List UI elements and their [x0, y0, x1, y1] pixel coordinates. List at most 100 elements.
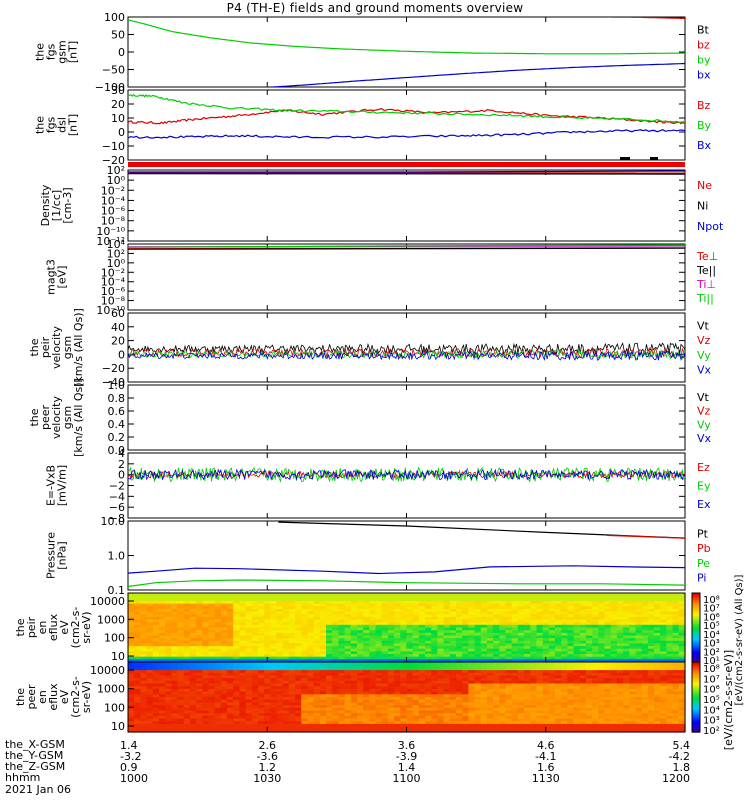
spectrogram-cell — [480, 643, 488, 647]
spectrogram-cell — [567, 622, 575, 626]
spectrogram-cell — [363, 630, 370, 634]
spectrogram-cell — [357, 611, 364, 615]
spectrogram-cell — [517, 611, 525, 615]
spectrogram-cell — [524, 646, 531, 650]
spectrogram-cell — [412, 683, 420, 687]
spectrogram-cell — [604, 670, 612, 674]
spectrogram-cell — [332, 654, 339, 658]
spectrogram-cell — [412, 651, 420, 655]
spectrogram-cell — [586, 622, 593, 626]
spectrogram-cell — [462, 729, 469, 733]
spectrogram-cell — [375, 643, 383, 647]
spectrogram-cell — [375, 697, 383, 701]
ytick-label-peir-velocity: 0 — [118, 348, 125, 361]
spectrogram-cell — [418, 598, 426, 602]
spectrogram-cell — [357, 638, 364, 642]
spectrogram-cell — [530, 707, 538, 712]
spectrogram-cell — [561, 697, 568, 701]
spectrogram-cell — [152, 619, 160, 623]
spectrogram-cell — [623, 603, 630, 607]
spectrogram-cell — [245, 662, 253, 666]
spectrogram-cell — [202, 659, 210, 663]
spectrogram-cell — [443, 688, 451, 693]
spectrogram-cell — [573, 627, 581, 631]
spectrogram-cell — [536, 694, 544, 698]
spectrogram-cell — [214, 662, 222, 666]
spectrogram-cell — [387, 670, 395, 674]
spectrogram-cell — [332, 675, 339, 679]
spectrogram-cell — [326, 606, 333, 610]
spectrogram-cell — [183, 678, 191, 682]
spectrogram-cell — [344, 638, 352, 642]
spectrogram-cell — [456, 694, 463, 698]
spectrogram-cell — [313, 713, 321, 717]
spectrogram-cell — [592, 662, 599, 666]
spectrogram-cell — [573, 662, 581, 666]
spectrogram-cell — [555, 707, 562, 712]
spectrogram-cell — [332, 672, 339, 677]
ylabel-peer-velocity: velocity — [50, 396, 63, 439]
spectrogram-cell — [214, 640, 222, 645]
spectrogram-cell — [462, 705, 469, 709]
spectrogram-cell — [431, 699, 439, 703]
spectrogram-cell — [326, 654, 333, 658]
spectrogram-cell — [412, 699, 420, 703]
spectrogram-cell — [208, 710, 216, 714]
spectrogram-cell — [511, 694, 519, 698]
spectrogram-cell — [530, 622, 538, 626]
spectrogram-cell — [672, 643, 680, 647]
colorbar-cell — [692, 620, 700, 623]
spectrogram-cell — [350, 705, 358, 709]
spectrogram-cell — [579, 619, 587, 623]
spectrogram-cell — [635, 667, 643, 671]
spectrogram-cell — [171, 705, 179, 709]
spectrogram-cell — [202, 654, 210, 658]
spectrogram-cell — [270, 662, 278, 666]
spectrogram-cell — [338, 619, 346, 623]
spectrogram-cell — [604, 662, 612, 666]
spectrogram-cell — [579, 664, 587, 668]
spectrogram-cell — [350, 601, 358, 605]
spectrogram-cell — [134, 603, 141, 607]
spectrogram-cell — [301, 654, 309, 658]
spectrogram-cell — [462, 646, 469, 650]
spectrogram-cell — [295, 726, 302, 730]
spectrogram-cell — [480, 595, 488, 599]
spectrogram-cell — [381, 606, 389, 610]
spectrogram-cell — [344, 601, 352, 605]
spectrogram-cell — [326, 662, 333, 666]
spectrogram-cell — [387, 654, 395, 658]
spectrogram-cell — [381, 699, 389, 703]
spectrogram-cell — [276, 654, 284, 658]
spectrogram-cell — [616, 678, 624, 682]
spectrogram-cell — [647, 721, 655, 725]
spectrogram-cell — [183, 593, 191, 597]
spectrogram-cell — [548, 707, 556, 712]
spectrogram-cell — [629, 686, 637, 690]
spectrogram-cell — [474, 699, 482, 703]
spectrogram-cell — [140, 598, 148, 602]
spectrogram-cell — [610, 648, 618, 652]
spectrogram-cell — [258, 688, 265, 693]
spectrogram-cell — [152, 691, 160, 695]
spectrogram-cell — [258, 630, 265, 634]
spectrogram-cell — [635, 624, 643, 629]
spectrogram-cell — [165, 651, 172, 655]
spectrogram-cell — [623, 710, 630, 714]
spectrogram-cell — [295, 678, 302, 682]
spectrogram-cell — [202, 646, 210, 650]
spectrogram-cell — [344, 632, 352, 637]
spectrogram-cell — [295, 680, 302, 685]
spectrogram-cell — [517, 619, 525, 623]
spectrogram-cell — [295, 630, 302, 634]
spectrogram-cell — [480, 729, 488, 733]
colorbar-cell — [692, 598, 700, 601]
spectrogram-cell — [158, 697, 166, 701]
spectrogram-cell — [239, 622, 247, 626]
spectrogram-cell — [146, 608, 154, 613]
spectrogram-cell — [666, 675, 674, 679]
spectrogram-cell — [288, 697, 296, 701]
spectrogram-cell — [357, 622, 364, 626]
spectrogram-cell — [220, 707, 228, 712]
spectrogram-cell — [536, 640, 544, 645]
